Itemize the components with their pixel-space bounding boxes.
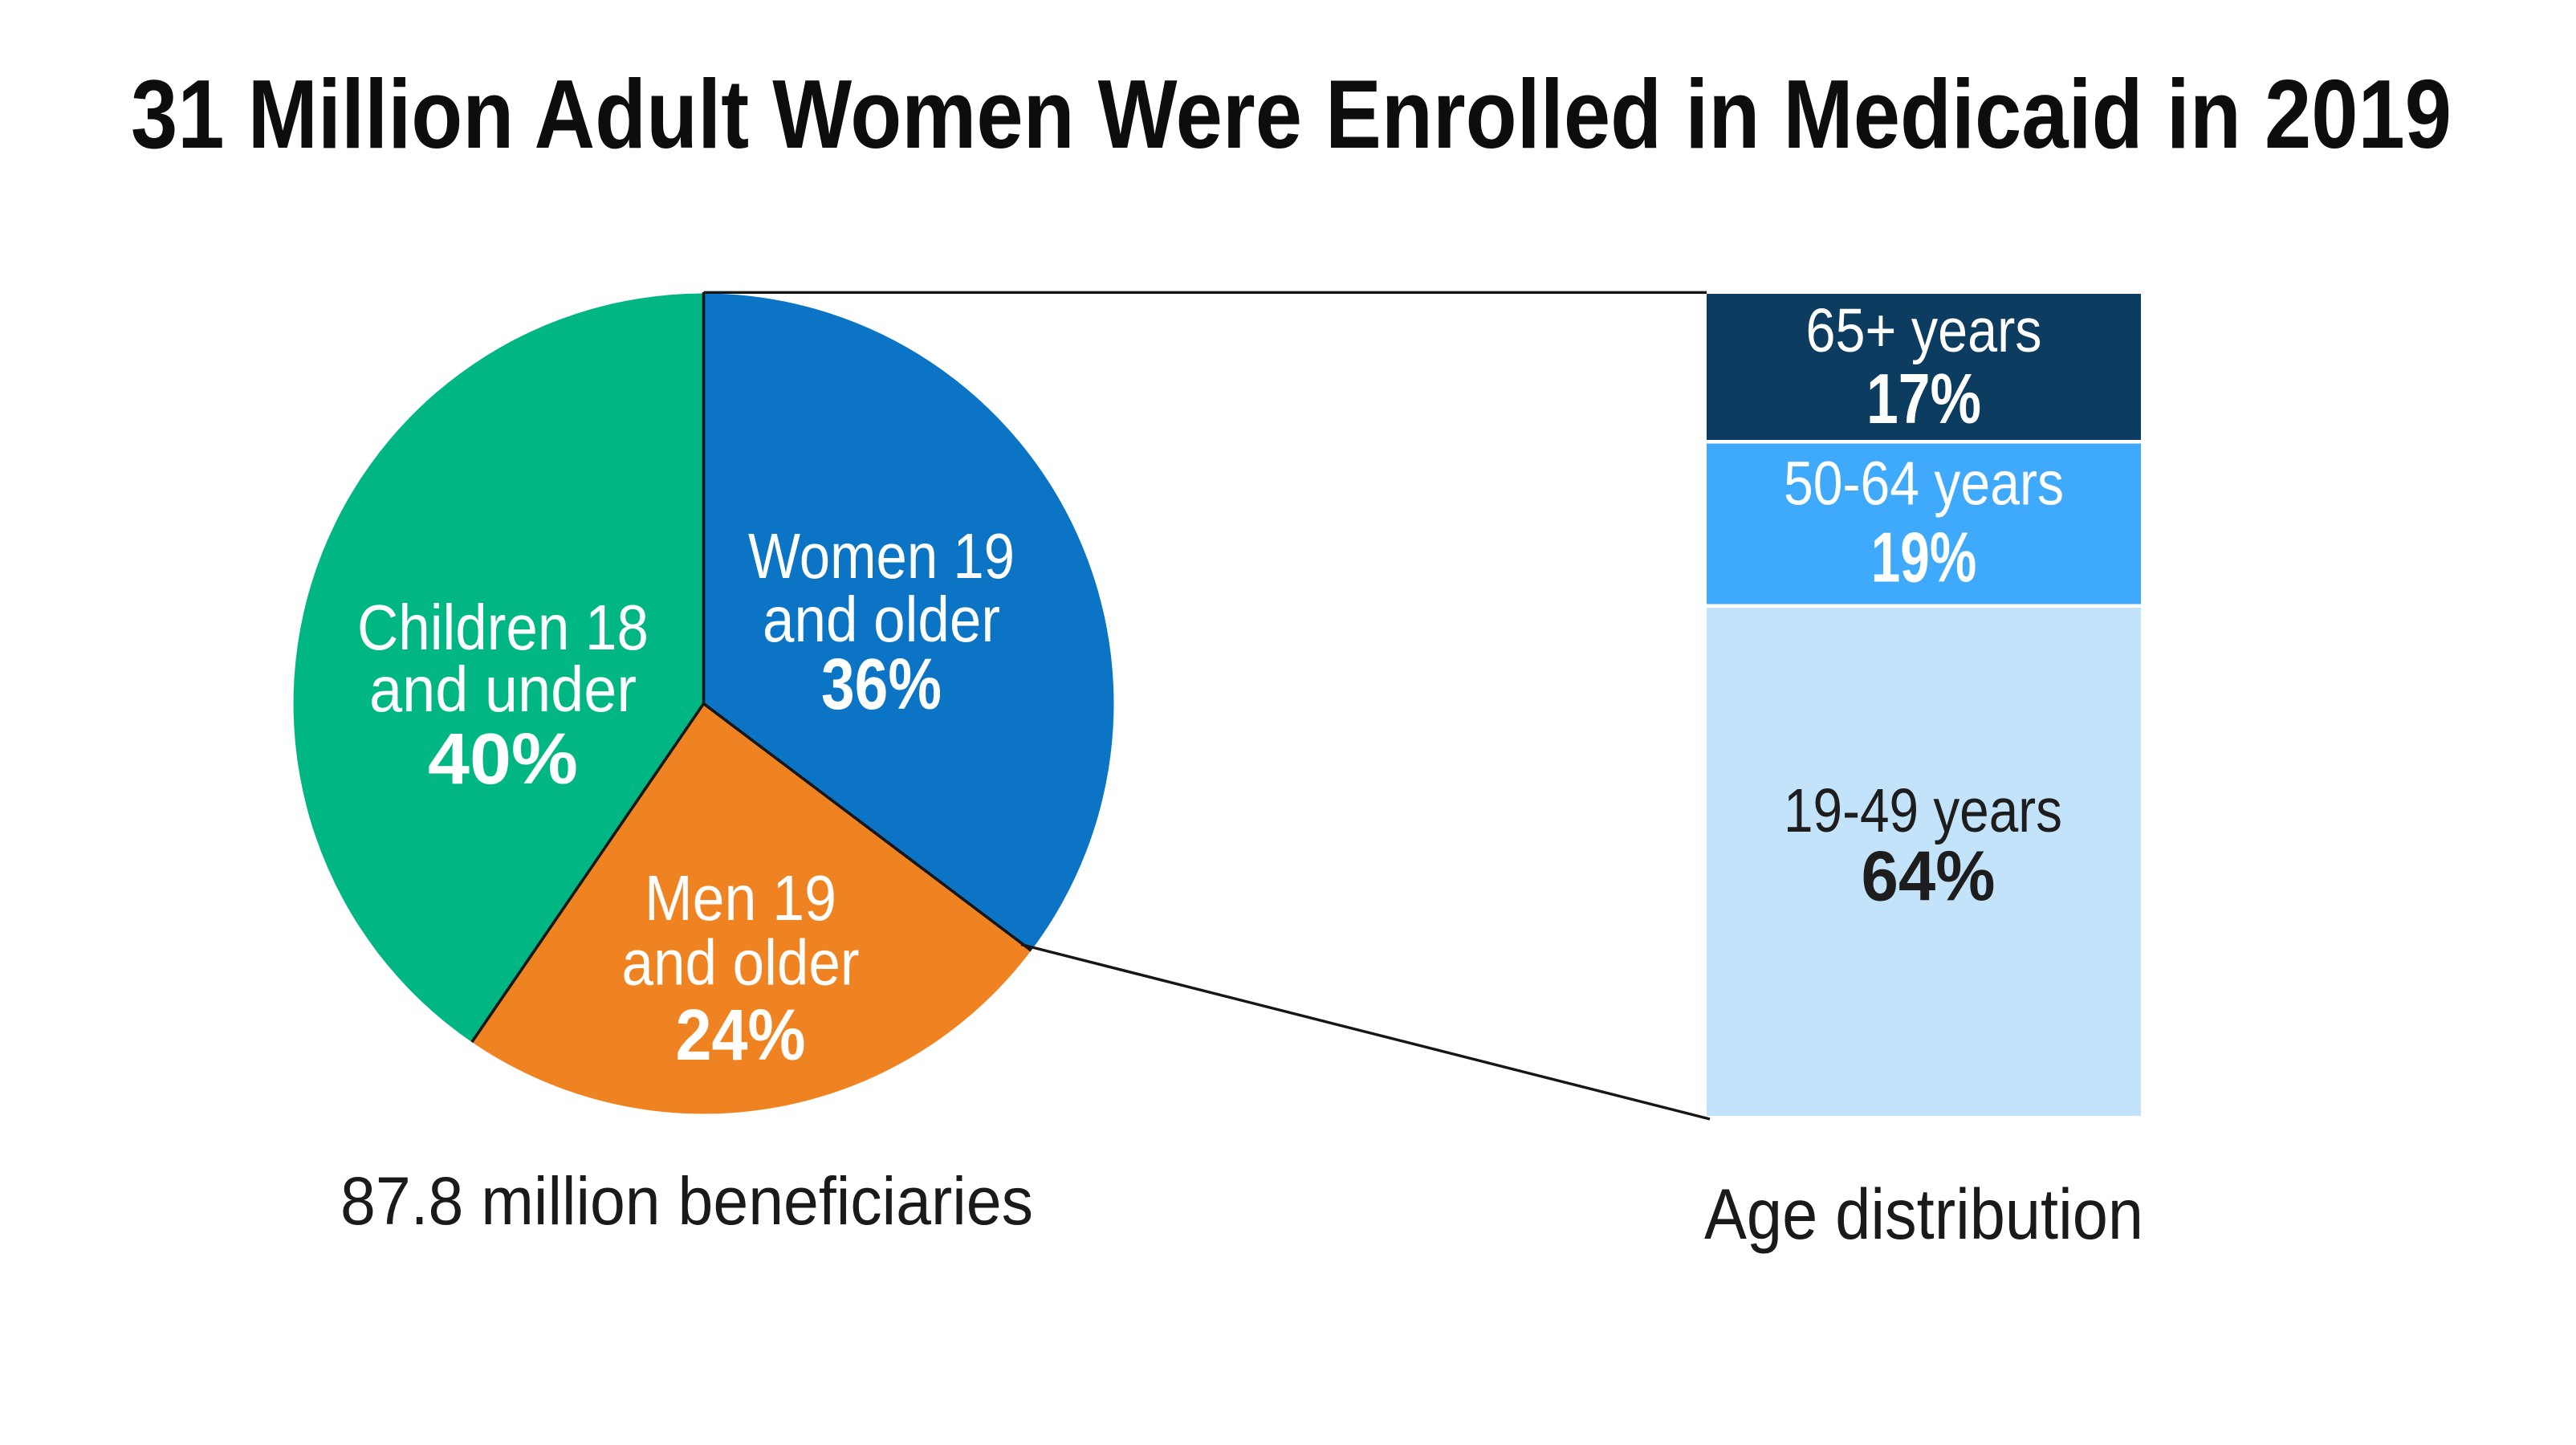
svg-text:Women 19: Women 19 (748, 520, 1015, 592)
svg-text:Men 19: Men 19 (645, 862, 836, 934)
svg-text:87.8 million beneficiaries: 87.8 million beneficiaries (340, 1163, 1033, 1239)
svg-text:65+ years: 65+ years (1806, 296, 2042, 365)
svg-text:50-64 years: 50-64 years (1784, 450, 2064, 519)
svg-text:36%: 36% (821, 645, 942, 725)
svg-text:40%: 40% (428, 719, 578, 800)
svg-text:17%: 17% (1866, 359, 1981, 438)
svg-text:64%: 64% (1862, 836, 1996, 916)
svg-text:and older: and older (622, 927, 860, 999)
svg-text:19-49 years: 19-49 years (1784, 776, 2062, 845)
svg-text:31 Million Adult Women Were En: 31 Million Adult Women Were Enrolled in … (131, 59, 2452, 169)
svg-text:Age distribution: Age distribution (1704, 1174, 2143, 1254)
svg-text:Children 18: Children 18 (357, 592, 649, 663)
svg-text:and under: and under (369, 653, 637, 725)
svg-text:and older: and older (763, 584, 1000, 655)
svg-text:24%: 24% (676, 995, 806, 1076)
svg-text:19%: 19% (1871, 518, 1977, 597)
